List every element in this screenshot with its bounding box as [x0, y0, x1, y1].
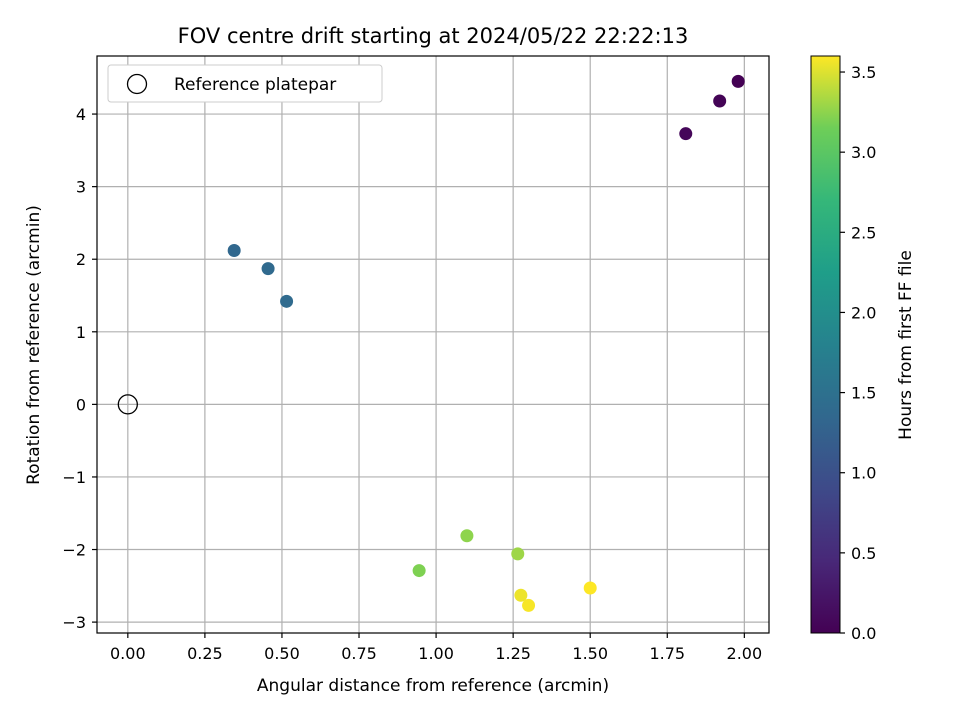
- colorbar-tick-label: 3.5: [851, 63, 876, 82]
- data-point: [514, 588, 528, 602]
- data-point: [460, 529, 474, 543]
- colorbar-tick-label: 1.0: [851, 464, 876, 483]
- legend: Reference platepar: [107, 64, 383, 103]
- y-tick-label: −2: [62, 541, 86, 560]
- y-tick-label: −3: [62, 613, 86, 632]
- data-point: [227, 244, 241, 258]
- grid: [97, 56, 769, 633]
- x-tick-label: 0.50: [264, 644, 300, 663]
- data-point: [583, 581, 597, 595]
- chart-title: FOV centre drift starting at 2024/05/22 …: [178, 24, 689, 48]
- colorbar-ticks: 0.0 0.5 1.0 1.5 2.0 2.5 3.0 3.5: [840, 63, 876, 643]
- colorbar-tick-label: 2.0: [851, 303, 876, 322]
- colorbar: 0.0 0.5 1.0 1.5 2.0 2.5 3.0 3.5 Hours from firs…: [810, 55, 916, 643]
- legend-entry-reference: Reference platepar: [174, 75, 336, 95]
- x-axis-ticks: 0.00 0.25 0.50 0.75 1.00 1.25 1.50 1.75 2.00: [110, 633, 762, 663]
- y-tick-label: 3: [76, 178, 86, 197]
- y-tick-label: 4: [76, 105, 86, 124]
- colorbar-label: Hours from first FF file: [896, 250, 916, 440]
- plot-frame: [96, 55, 770, 634]
- x-tick-label: 2.00: [727, 644, 763, 663]
- colorbar-tick-label: 2.5: [851, 223, 876, 242]
- data-point: [713, 94, 727, 108]
- legend-box: [107, 64, 383, 103]
- y-axis-ticks: −3 −2 −1 0 1 2 3 4: [62, 105, 97, 632]
- x-tick-label: 0.75: [341, 644, 377, 663]
- data-point: [412, 564, 426, 578]
- colorbar-gradient: [810, 55, 841, 634]
- data-point: [522, 598, 536, 612]
- colorbar-tick-label: 1.5: [851, 384, 876, 403]
- x-axis-label: Angular distance from reference (arcmin): [257, 676, 609, 696]
- data-point: [731, 74, 745, 88]
- data-point: [511, 547, 525, 561]
- legend-reference-marker: [126, 73, 148, 95]
- data-point: [261, 262, 275, 276]
- x-tick-label: 1.00: [418, 644, 454, 663]
- x-tick-label: 1.50: [572, 644, 608, 663]
- x-tick-label: 1.25: [495, 644, 531, 663]
- x-tick-label: 0.25: [187, 644, 223, 663]
- y-tick-label: −1: [62, 468, 86, 487]
- x-tick-label: 1.75: [649, 644, 685, 663]
- y-tick-label: 2: [76, 250, 86, 269]
- colorbar-tick-label: 0.0: [851, 624, 876, 643]
- y-axis-label: Rotation from reference (arcmin): [24, 205, 44, 485]
- y-tick-label: 0: [76, 395, 86, 414]
- reference-marker-layer: [117, 394, 138, 415]
- y-tick-label: 1: [76, 323, 86, 342]
- data-points: [227, 74, 745, 612]
- x-tick-label: 0.00: [110, 644, 146, 663]
- data-point: [679, 127, 693, 141]
- reference-platepar-marker: [117, 394, 138, 415]
- colorbar-tick-label: 3.0: [851, 143, 876, 162]
- colorbar-tick-label: 0.5: [851, 544, 876, 563]
- data-point: [280, 294, 294, 308]
